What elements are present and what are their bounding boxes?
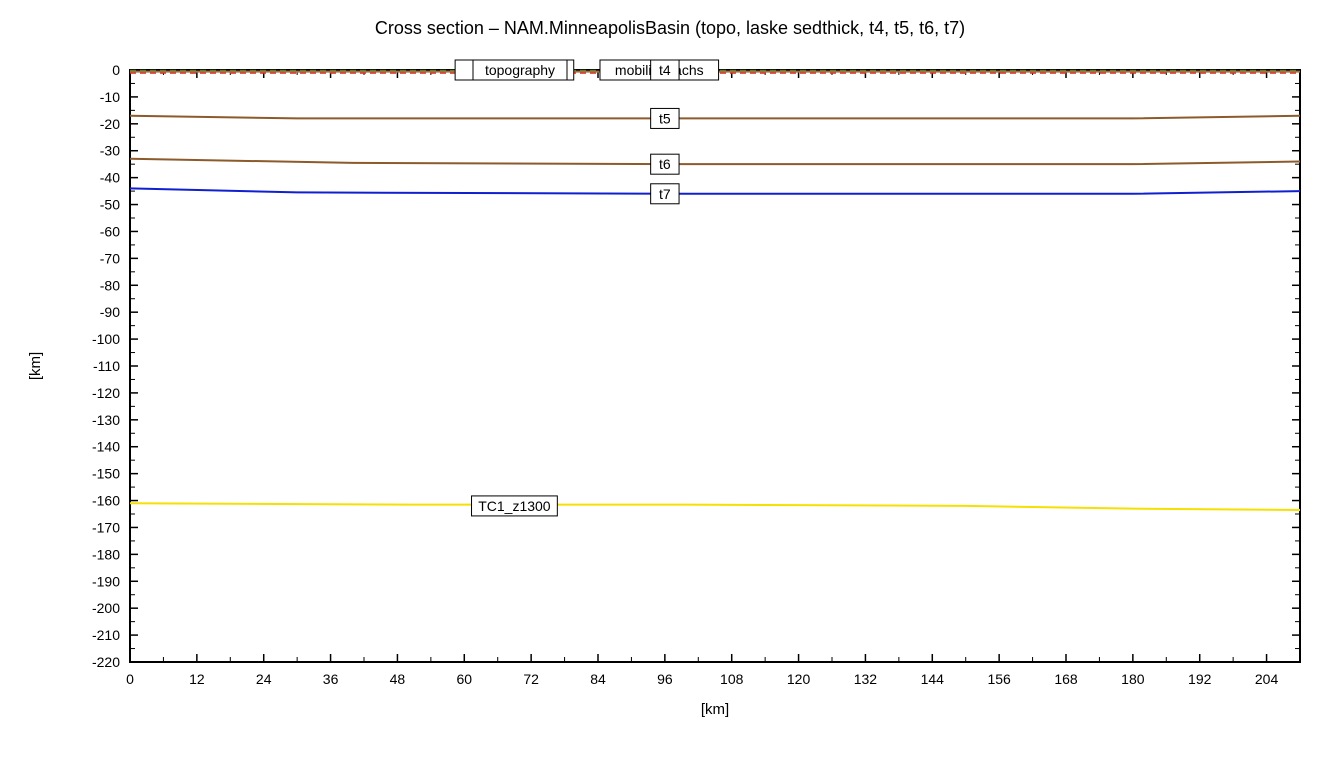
y-tick-label: -20	[100, 116, 120, 132]
plot-area	[130, 70, 1300, 662]
series-t5	[130, 116, 1300, 119]
series-label-t4: t4	[651, 60, 679, 80]
svg-text:t5: t5	[659, 110, 671, 126]
x-tick-label: 48	[390, 671, 406, 687]
chart-canvas: 0 -10 -20 -30 -40 -50 -60 -70 -80 -90 -100 -110 -120…	[0, 0, 1340, 757]
x-tick-label: 0	[126, 671, 134, 687]
series-label-t7: t7	[651, 184, 679, 204]
y-tick-label: -130	[92, 412, 120, 428]
y-tick-label: -150	[92, 466, 120, 482]
x-tick-label: 120	[787, 671, 811, 687]
x-tick-label: 84	[590, 671, 606, 687]
x-tick-label: 96	[657, 671, 673, 687]
x-tick-label: 108	[720, 671, 744, 687]
x-tick-label: 132	[854, 671, 878, 687]
x-tick-label: 156	[987, 671, 1011, 687]
y-tick-label: -50	[100, 197, 120, 213]
x-tick-label: 192	[1188, 671, 1212, 687]
x-tick-label: 60	[456, 671, 472, 687]
y-tick-label: -110	[93, 358, 120, 374]
series-label-tc1-z1300: TC1_z1300	[472, 496, 558, 516]
y-tick-label: -180	[92, 546, 120, 562]
y-tick-label: -190	[92, 573, 120, 589]
y-tick-label: -70	[100, 250, 120, 266]
y-tick-label: -100	[92, 331, 120, 347]
x-tick-label: 168	[1054, 671, 1078, 687]
x-tick-label: 36	[323, 671, 339, 687]
series-label-t5: t5	[651, 108, 679, 128]
y-tick-label: -40	[100, 170, 120, 186]
y-tick-label: -170	[92, 519, 120, 535]
series-t7	[130, 188, 1300, 193]
y-tick-label: -160	[92, 493, 120, 509]
series-tc1_z1300	[130, 503, 1300, 510]
y-tick-label: 0	[112, 62, 120, 78]
svg-text:t7: t7	[659, 186, 671, 202]
x-tick-label: 204	[1255, 671, 1279, 687]
series-label-t6: t6	[651, 154, 679, 174]
y-tick-label: -200	[92, 600, 120, 616]
y-tick-label: -10	[100, 89, 120, 105]
cross-section-chart: Cross section – NAM.MinneapolisBasin (to…	[0, 0, 1340, 757]
y-tick-label: -80	[100, 277, 120, 293]
y-tick-label: -120	[92, 385, 120, 401]
x-axis-label: [km]	[701, 701, 729, 718]
svg-text:topography: topography	[485, 62, 555, 78]
y-tick-label: -30	[100, 143, 120, 159]
y-axis-label: [km]	[27, 352, 44, 380]
x-tick-label: 24	[256, 671, 272, 687]
series-t6	[130, 159, 1300, 164]
y-tick-label: -140	[92, 439, 120, 455]
svg-text:TC1_z1300: TC1_z1300	[478, 498, 551, 514]
y-tick-label: -90	[100, 304, 120, 320]
x-tick-label: 72	[523, 671, 539, 687]
y-tick-label: -210	[92, 627, 120, 643]
x-tick-label: 12	[189, 671, 205, 687]
x-tick-label: 180	[1121, 671, 1145, 687]
y-tick-label: -60	[100, 223, 120, 239]
svg-text:t4: t4	[659, 62, 671, 78]
svg-text:t6: t6	[659, 156, 671, 172]
y-tick-label: -220	[92, 654, 120, 670]
x-tick-label: 144	[921, 671, 945, 687]
series-label-topography: topography	[473, 60, 567, 80]
